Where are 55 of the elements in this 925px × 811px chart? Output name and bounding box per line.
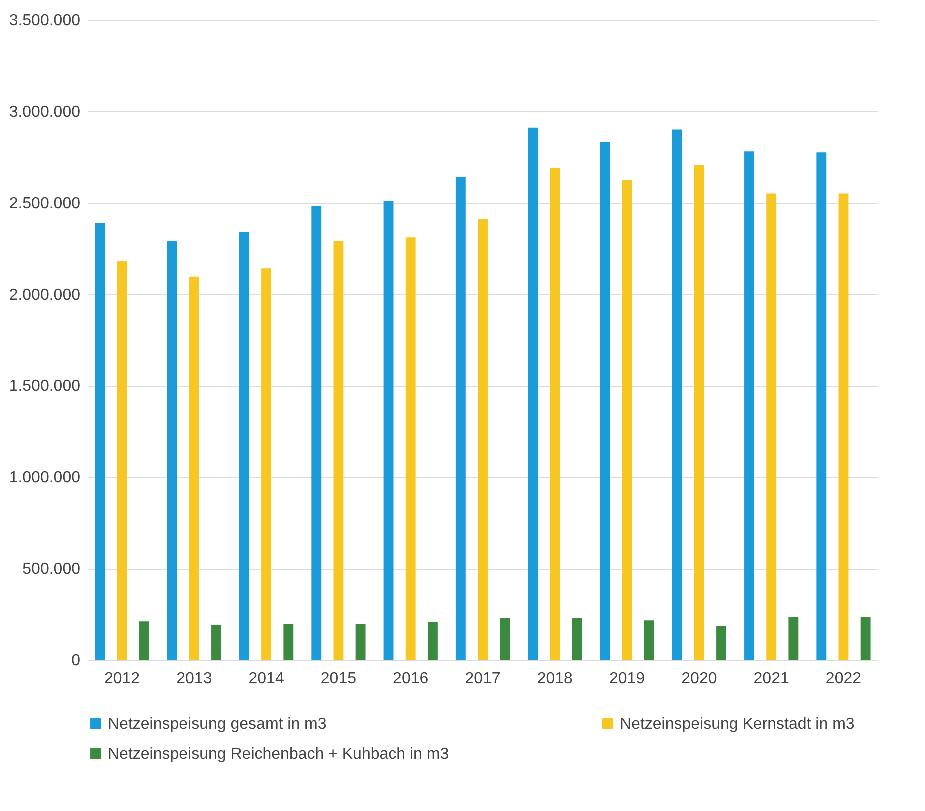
bar	[406, 238, 416, 660]
bar	[744, 152, 754, 660]
bar	[816, 152, 827, 660]
bar	[384, 201, 394, 660]
bar	[189, 276, 200, 660]
legend-label: Netzeinspeisung gesamt in m3	[108, 716, 327, 733]
bar	[644, 620, 654, 660]
bar	[600, 142, 610, 660]
y-tick-label: 1.000.000	[9, 470, 81, 487]
bar	[312, 206, 322, 660]
bar	[672, 130, 682, 660]
bar	[262, 268, 272, 660]
bar	[478, 219, 488, 660]
bar	[694, 165, 704, 660]
y-tick-label: 500.000	[22, 561, 81, 578]
x-tick-label: 2016	[393, 670, 429, 688]
bar	[240, 232, 250, 660]
x-tick-label: 2017	[465, 670, 501, 688]
y-tick-label: 0	[72, 652, 81, 670]
bar	[356, 624, 366, 660]
y-tick-label: 3.500.000	[9, 12, 81, 30]
bar	[500, 618, 510, 660]
bar	[550, 168, 560, 660]
bar	[572, 618, 582, 660]
bar	[456, 177, 466, 660]
y-tick-label: 1.500.000	[9, 378, 81, 396]
y-tick-label: 2.500.000	[9, 195, 81, 212]
bar	[622, 180, 632, 660]
bar	[284, 624, 294, 660]
bar	[838, 194, 849, 660]
bar	[212, 625, 222, 660]
legend-label: Netzeinspeisung Kernstadt in m3	[620, 716, 855, 733]
bar	[716, 626, 726, 660]
bar	[139, 622, 150, 660]
x-tick-label: 2019	[609, 670, 646, 688]
y-tick-label: 2.000.000	[9, 286, 81, 304]
legend-label: Netzeinspeisung Reichenbach + Kuhbach in m3	[108, 746, 450, 763]
x-tick-label: 2013	[176, 670, 212, 688]
x-tick-label: 2015	[320, 670, 357, 688]
y-tick-label: 3.000.000	[9, 104, 81, 121]
bar	[95, 222, 106, 660]
x-tick-label: 2021	[754, 670, 790, 688]
bar	[167, 241, 178, 660]
x-tick-label: 2014	[248, 670, 284, 688]
bar	[766, 194, 777, 660]
x-tick-label: 2022	[826, 670, 862, 688]
x-tick-label: 2018	[537, 670, 574, 688]
bar	[528, 128, 538, 660]
bar	[428, 622, 438, 660]
bar	[117, 261, 128, 660]
x-tick-label: 2020	[682, 670, 718, 688]
bar	[334, 241, 344, 660]
bar	[788, 617, 799, 660]
x-tick-label: 2012	[104, 670, 140, 688]
bar	[860, 617, 871, 660]
